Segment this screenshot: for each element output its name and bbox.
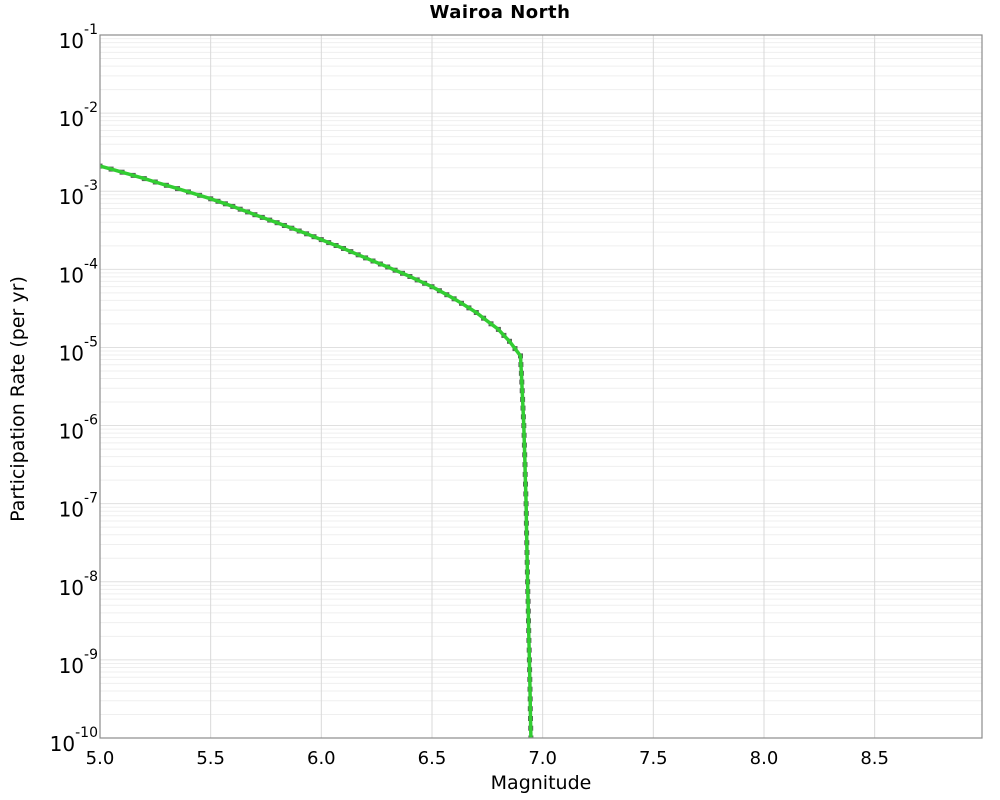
x-axis-label: Magnitude [490, 772, 592, 794]
y-tick-label: 10-6 [59, 413, 99, 444]
y-tick-label: 10-4 [59, 256, 99, 287]
x-tick-label: 8.0 [750, 748, 779, 769]
series-line [100, 164, 533, 738]
y-tick-label: 10-2 [59, 100, 98, 131]
x-tick-label: 7.0 [528, 748, 557, 769]
y-tick-label: 10-7 [59, 491, 98, 522]
x-tick-label: 6.5 [418, 748, 447, 769]
x-tick-label: 6.0 [307, 748, 336, 769]
x-tick-label: 5.5 [196, 748, 225, 769]
y-tick-label: 10-1 [59, 22, 98, 53]
series-group [100, 163, 534, 738]
y-tick-label: 10-5 [59, 334, 98, 365]
x-tick-label: 8.5 [860, 748, 889, 769]
y-tick-label: 10-8 [59, 569, 98, 600]
x-tick-label: 5.0 [86, 748, 115, 769]
y-tick-label: 10-3 [59, 178, 98, 209]
chart-title: Wairoa North [429, 2, 571, 23]
y-tick-label: 10-10 [50, 725, 98, 756]
x-tick-label: 7.5 [639, 748, 668, 769]
y-tick-label: 10-9 [59, 647, 98, 678]
plot-border [99, 34, 983, 739]
